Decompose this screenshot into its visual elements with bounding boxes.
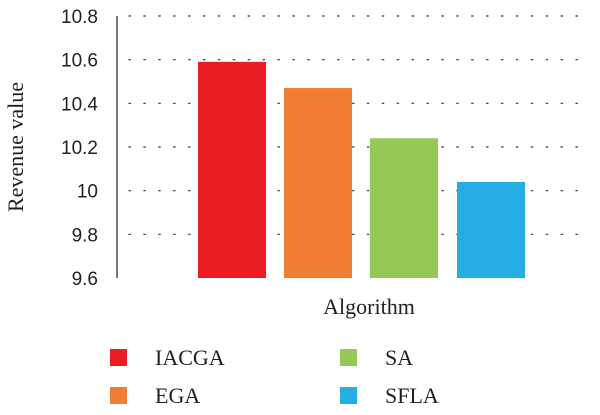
bar-ega <box>284 88 352 278</box>
y-axis-title: Revenue value <box>3 82 28 212</box>
bars <box>198 61 525 278</box>
legend-swatch-sfla <box>340 387 357 404</box>
y-tick-label: 10 <box>77 182 98 203</box>
legend-label-sfla: SFLA <box>385 383 439 408</box>
y-tick-label: 9.8 <box>72 225 98 246</box>
y-tick-label: 10.4 <box>61 94 98 115</box>
x-axis-title: Algorithm <box>323 294 415 319</box>
y-tick-label: 10.6 <box>61 51 98 72</box>
bar-sa <box>370 138 438 278</box>
y-tick-label: 9.6 <box>72 269 98 290</box>
y-tick-label: 10.8 <box>61 7 98 28</box>
legend-swatch-sa <box>340 349 357 366</box>
legend: IACGA SA EGA SFLA <box>110 345 439 408</box>
y-axis-ticks: 9.6 9.8 10 10.2 10.4 10.6 10.8 <box>61 7 98 290</box>
legend-swatch-ega <box>110 387 127 404</box>
legend-label-ega: EGA <box>155 383 200 408</box>
legend-swatch-iacga <box>110 349 127 366</box>
bar-sfla <box>457 181 525 278</box>
legend-label-iacga: IACGA <box>155 345 225 370</box>
bar-iacga <box>198 61 266 278</box>
legend-label-sa: SA <box>385 345 413 370</box>
y-tick-label: 10.2 <box>61 138 98 159</box>
